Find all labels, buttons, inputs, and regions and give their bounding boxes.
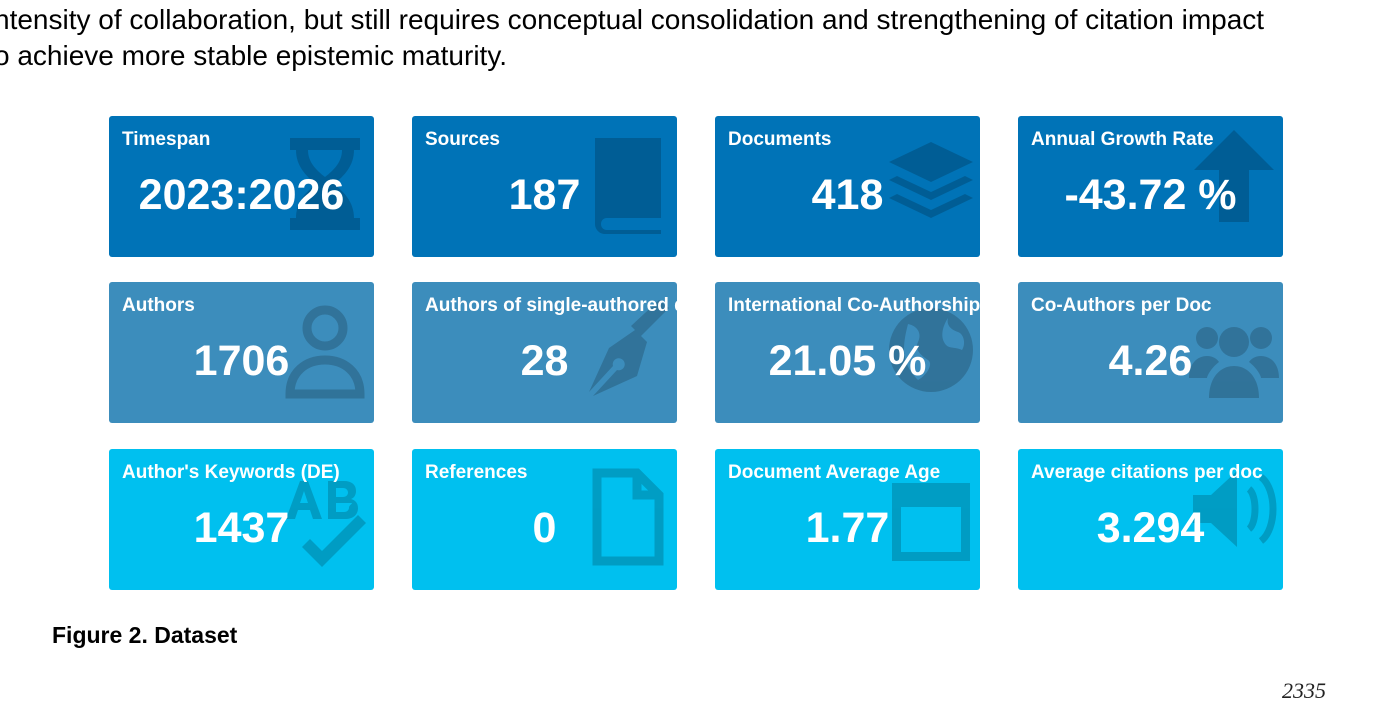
card-value: 1437 [193,504,290,552]
paragraph-line-2: o achieve more stable epistemic maturity… [0,40,508,71]
card-annual-growth-rate: Annual Growth Rate -43.72 % [1018,116,1283,257]
calendar-icon [886,467,976,567]
card-value: 1.77 [805,504,890,552]
file-icon [583,467,673,567]
card-value: 418 [811,171,884,219]
card-value: 3.294 [1096,504,1205,552]
paragraph-line-1: ntensity of collaboration, but still req… [0,4,1265,35]
card-average-citations-per-doc: Average citations per doc 3.294 [1018,449,1283,590]
page-number: 2335 [1282,678,1326,703]
card-value: 28 [520,337,569,385]
card-authors-single-authored: Authors of single-authored docs 28 [412,282,677,423]
card-title: Annual Growth Rate [1031,129,1214,150]
card-co-authors-per-doc: Co-Authors per Doc 4.26 [1018,282,1283,423]
card-value: 4.26 [1108,337,1193,385]
card-title: Sources [425,129,500,150]
card-title: References [425,462,528,483]
card-title: Author's Keywords (DE) [122,462,340,483]
card-value: 187 [508,171,581,219]
card-value: -43.72 % [1064,171,1237,219]
card-authors-keywords: Author's Keywords (DE) 1437 [109,449,374,590]
arrow-up-icon [1189,126,1279,226]
card-timespan: Timespan 2023:2026 [109,116,374,257]
card-title: Authors of single-authored docs [425,295,677,316]
users-icon [1189,300,1279,400]
layers-icon [886,134,976,234]
card-value: 1706 [193,337,290,385]
card-value: 21.05 % [768,337,927,385]
card-title: Timespan [122,129,211,150]
card-title: International Co-Authorship [728,295,980,316]
card-references: References 0 [412,449,677,590]
card-title: Average citations per doc [1031,462,1263,483]
user-icon [280,300,370,400]
book-icon [583,134,673,234]
hourglass-icon [280,134,370,234]
dataset-summary-grid: Timespan 2023:2026 Sources 187 Documents… [109,116,1284,590]
card-documents: Documents 418 [715,116,980,257]
card-value: 2023:2026 [138,171,345,219]
card-international-co-authorship: International Co-Authorship 21.05 % [715,282,980,423]
pen-nib-icon [583,300,673,400]
spell-check-icon [280,467,370,567]
card-title: Co-Authors per Doc [1031,295,1212,316]
card-title: Authors [122,295,195,316]
card-authors: Authors 1706 [109,282,374,423]
card-title: Document Average Age [728,462,941,483]
card-sources: Sources 187 [412,116,677,257]
card-title: Documents [728,129,832,150]
card-document-average-age: Document Average Age 1.77 [715,449,980,590]
figure-caption: Figure 2. Dataset [52,622,238,648]
volume-icon [1189,459,1279,559]
card-value: 0 [532,504,557,552]
globe-icon [886,300,976,400]
